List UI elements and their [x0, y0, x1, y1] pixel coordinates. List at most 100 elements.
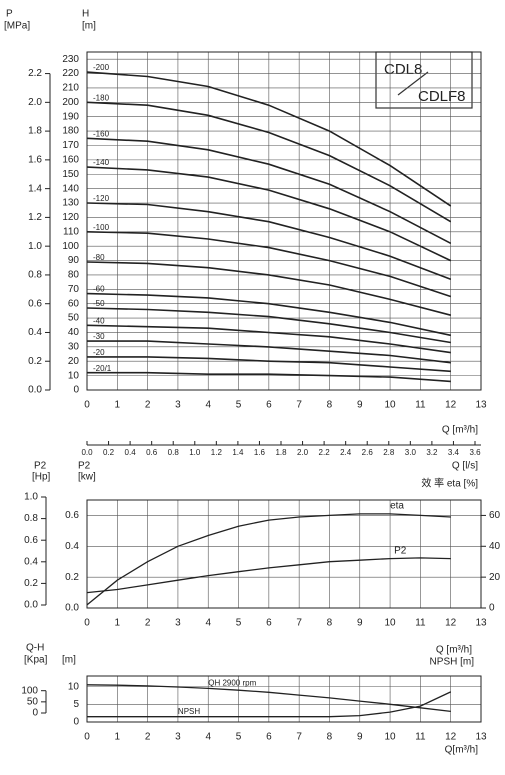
- y-tick-label: 180: [62, 126, 79, 137]
- x-tick-label: 10: [385, 732, 397, 743]
- curve: [87, 371, 451, 383]
- model-divider: [397, 71, 429, 96]
- y-tick-label: 0.0: [65, 603, 79, 614]
- y3-tick-label: 0.8: [24, 513, 38, 524]
- curve: [86, 261, 451, 316]
- y3-tick-label: 0.4: [24, 556, 38, 567]
- x-tick-label: 2: [145, 732, 151, 743]
- x-tick-label: 6: [266, 618, 272, 629]
- y-tick-label: 10: [68, 370, 80, 381]
- curve: [87, 356, 451, 373]
- x-tick-label: 4: [205, 618, 211, 629]
- x-tick-label: 12: [445, 400, 457, 411]
- series-label: -40: [93, 316, 105, 325]
- y-tick-label: 160: [62, 155, 79, 166]
- x-tick-label: 5: [236, 732, 242, 743]
- x-axis-label: Q[m³/h]: [445, 745, 479, 756]
- y-tick-label: 0.4: [65, 541, 79, 552]
- series-label: eta: [390, 501, 404, 512]
- y2-tick-label: 0.2: [28, 356, 42, 367]
- x-tick-label: 12: [445, 732, 457, 743]
- y-tick-label: 50: [68, 313, 80, 324]
- x2-tick-label: 1.4: [232, 448, 244, 457]
- series-label: -20: [93, 348, 105, 357]
- x-tick-label: 4: [205, 732, 211, 743]
- x-tick-label: 1: [115, 400, 121, 411]
- y2-tick-label: 0.8: [28, 270, 42, 281]
- y3-tick-label: 0.0: [24, 600, 38, 611]
- x2-tick-label: 0.6: [146, 448, 158, 457]
- plot-frame: [86, 675, 482, 723]
- y-tick-label: 0: [73, 385, 79, 396]
- x-tick-label: 3: [175, 400, 181, 411]
- eta-axis-label: 效 率 eta [%]: [421, 477, 478, 490]
- y-tick-label: 0.6: [65, 510, 79, 521]
- x-tick-label: 8: [327, 618, 333, 629]
- x2-tick-label: 1.8: [275, 448, 287, 457]
- curve: [87, 691, 451, 718]
- y-tick-label: 0: [73, 717, 79, 728]
- series-label: -80: [93, 253, 105, 262]
- y-tick-label: 190: [62, 111, 79, 122]
- y-tick-label: 120: [62, 212, 79, 223]
- x2-tick-label: 2.8: [383, 448, 395, 457]
- series-label: -140: [93, 158, 110, 167]
- curve: [86, 71, 452, 207]
- y2-tick-label: 0.4: [28, 327, 42, 338]
- x2-tick-label: 0.8: [168, 448, 180, 457]
- x-tick-label: 13: [475, 400, 487, 411]
- x2-tick-label: 2.4: [340, 448, 352, 457]
- series-label: -50: [93, 299, 105, 308]
- y-tick-label: 230: [62, 54, 79, 65]
- y3-tick-label: 100: [21, 685, 38, 696]
- y2-tick-label: 1.2: [28, 212, 42, 223]
- y-tick-label: 100: [62, 241, 79, 252]
- y-tick-label: 220: [62, 68, 79, 79]
- x-tick-label: 1: [115, 732, 121, 743]
- x-tick-label: 9: [357, 400, 363, 411]
- y2-tick-label: 1.6: [28, 155, 42, 166]
- p-axis-label: P: [6, 9, 13, 20]
- x-tick-label: 2: [145, 618, 151, 629]
- y-tick-label: 170: [62, 140, 79, 151]
- y-tick-label: 140: [62, 183, 79, 194]
- x-tick-label: 11: [415, 618, 426, 629]
- x-tick-label: 4: [205, 400, 211, 411]
- x-tick-label: 7: [296, 400, 302, 411]
- x2-tick-label: 3.0: [405, 448, 417, 457]
- y-tick-label: 40: [68, 327, 80, 338]
- y-tick-label: 20: [68, 356, 80, 367]
- series-label: P2: [394, 545, 407, 556]
- x-axis-label: Q [m³/h]: [442, 425, 478, 436]
- y2-tick-label: 60: [489, 510, 501, 521]
- x-tick-label: 0: [84, 618, 90, 629]
- y3-tick-label: 0.2: [24, 578, 38, 589]
- x-tick-label: 12: [445, 618, 457, 629]
- x-tick-label: 13: [475, 618, 487, 629]
- right-label: Q [m³/h]: [436, 645, 472, 656]
- curve: [86, 292, 451, 337]
- y2-tick-label: 1.0: [28, 241, 42, 252]
- y2-tick-label: 0.6: [28, 298, 42, 309]
- x2-tick-label: 2.6: [362, 448, 374, 457]
- curve: [86, 513, 451, 606]
- y2-tick-label: 40: [489, 541, 501, 552]
- x-tick-label: 11: [415, 400, 426, 411]
- y3-tick-label: 50: [27, 696, 39, 707]
- model-top: CDL8: [384, 61, 422, 78]
- series-label: QH 2900 rpm: [208, 678, 256, 687]
- h-axis-label: H: [82, 9, 89, 20]
- curve: [87, 340, 451, 364]
- y-tick-label: 5: [73, 699, 79, 710]
- qh-title: Q-H: [26, 643, 44, 654]
- x-tick-label: 3: [175, 732, 181, 743]
- series-label: -180: [93, 93, 110, 102]
- kpa-axis-unit: [Kpa]: [24, 655, 48, 666]
- x2-axis-label: Q [l/s]: [452, 461, 478, 472]
- hp-axis-label: P2: [34, 461, 47, 472]
- y-tick-label: 150: [62, 169, 79, 180]
- y-tick-label: 30: [68, 341, 80, 352]
- p-axis-unit: [MPa]: [4, 21, 30, 32]
